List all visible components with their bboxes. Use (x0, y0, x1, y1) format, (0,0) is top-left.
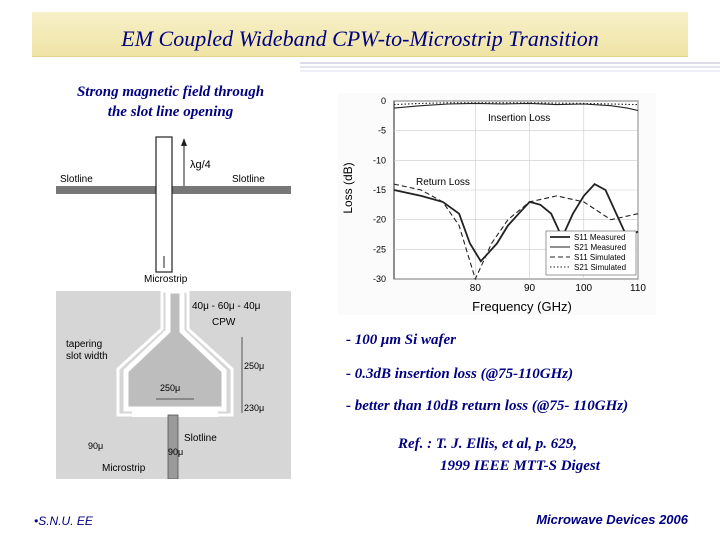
x-tick-label: 90 (524, 283, 536, 294)
reference-line-1: Ref. : T. J. Ellis, et al, p. 629, (398, 436, 578, 452)
legend-entry-2: S11 Simulated (574, 253, 625, 262)
figure-caption: Strong magnetic field through the slot l… (48, 82, 293, 122)
loss-chart: 80 90 100 110 0 -5 -10 -15 -20 -25 -30 Insertion L… (338, 93, 656, 315)
title-bar: EM Coupled Wideband CPW-to-Microstrip Tr… (32, 12, 688, 57)
lambda-label: λg/4 (190, 159, 211, 171)
cpw-dims-label: 40μ - 60μ - 40μ (192, 301, 261, 312)
caption-line-1: Strong magnetic field through (76, 84, 265, 100)
chart-ticks: 80 90 100 110 0 -5 -10 -15 -20 -25 -30 (373, 96, 646, 294)
decorative-lines (300, 62, 720, 72)
x-tick-label: 80 (470, 283, 482, 294)
microstrip-line (155, 136, 173, 273)
slotline-diagram: λg/4 Slotline Slotline Microstrip (56, 122, 291, 290)
cpw-label: CPW (212, 317, 236, 328)
series-line-2 (393, 183, 639, 281)
x-tick-label: 110 (630, 283, 646, 294)
taper-label-1: tapering (66, 339, 102, 350)
bullet-2: - 0.3dB insertion loss (@75-110GHz) (346, 366, 574, 382)
dim-250-right: 250μ (244, 361, 264, 371)
reference: Ref. : T. J. Ellis, et al, p. 629, 1999 … (398, 433, 600, 477)
x-tick-label: 100 (575, 283, 592, 294)
bullet-3: - better than 10dB return loss (@75- 110… (346, 398, 629, 414)
slotline-right-label: Slotline (232, 174, 265, 185)
caption-line-2: the slot line opening (107, 104, 234, 120)
chart-series (393, 102, 639, 281)
microstrip-strip (167, 414, 179, 479)
y-tick-label: -25 (373, 244, 386, 254)
dim-90-left: 90μ (88, 441, 103, 451)
cpw-transition-layout: 40μ - 60μ - 40μ CPW tapering slot width … (56, 291, 291, 479)
footer-left: •S.N.U. EE (34, 514, 93, 528)
legend-entry-1: S21 Measured (574, 243, 626, 252)
y-tick-label: -15 (373, 185, 386, 195)
footer-course: Microwave Devices 2006 (536, 512, 688, 527)
series-line-1 (393, 102, 639, 112)
y-tick-label: -30 (373, 274, 386, 284)
cpw-conductor (123, 291, 227, 412)
series-line-3 (393, 102, 639, 106)
quarter-wave-arrowhead (181, 138, 187, 146)
microstrip-label: Microstrip (144, 274, 188, 285)
taper-label-2: slot width (66, 351, 108, 362)
slide-title: EM Coupled Wideband CPW-to-Microstrip Tr… (121, 26, 599, 51)
tapered-slot (116, 291, 234, 417)
y-tick-label: -10 (373, 155, 386, 165)
slotline-label: Slotline (184, 433, 217, 444)
y-tick-label: -5 (378, 126, 386, 136)
chart-xlabel: Frequency (GHz) (472, 299, 572, 314)
slotline-gap (132, 411, 218, 417)
y-tick-label: 0 (381, 96, 386, 106)
footer-bullet-icon: • (34, 514, 39, 528)
y-tick-label: -20 (373, 215, 386, 225)
dim-250-center: 250μ (160, 383, 180, 393)
dim-90-right: 90μ (168, 447, 183, 457)
bullet-1: - 100 μm Si wafer (346, 332, 457, 348)
footer-org: S.N.U. EE (38, 514, 93, 528)
chart-ylabel: Loss (dB) (341, 162, 355, 213)
slotline-bar (56, 186, 291, 194)
annotation-insertion-loss: Insertion Loss (488, 113, 550, 124)
microstrip-label: Microstrip (102, 463, 146, 474)
legend-box (545, 230, 637, 276)
slotline-left-label: Slotline (60, 174, 93, 185)
reference-line-2: 1999 IEEE MTT-S Digest (440, 458, 600, 474)
annotation-return-loss: Return Loss (416, 177, 470, 188)
legend-entry-0: S11 Measured (574, 233, 625, 242)
legend-entry-3: S21 Simulated (574, 263, 626, 272)
dim-230: 230μ (244, 403, 264, 413)
